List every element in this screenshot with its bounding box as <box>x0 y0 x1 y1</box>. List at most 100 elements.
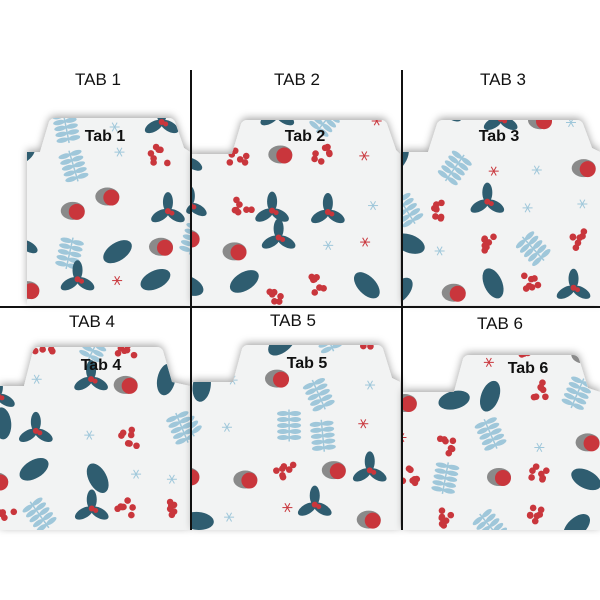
holly-icon <box>483 120 518 131</box>
fern-icon <box>431 462 460 494</box>
berries-icon <box>360 345 374 350</box>
snowflake-icon <box>131 469 142 479</box>
robin-icon <box>192 229 200 248</box>
berries-icon <box>114 497 136 519</box>
berries-icon <box>114 347 138 359</box>
fern-icon <box>437 150 472 186</box>
snowflake-icon <box>31 374 42 384</box>
berries-icon <box>166 498 178 519</box>
holly-icon <box>556 268 591 299</box>
fern-icon <box>27 118 36 143</box>
tab-label-3: Tab 3 <box>478 128 520 145</box>
tab-divider-card-5 <box>192 345 400 530</box>
berries-icon <box>231 196 255 216</box>
berries-icon <box>308 273 327 296</box>
robin-icon <box>192 467 200 486</box>
card-pattern <box>13 114 223 300</box>
snowflake-icon <box>224 512 235 522</box>
leaf-icon <box>268 345 296 356</box>
tab-divider-card-4 <box>0 337 190 530</box>
tab-label-5: Tab 5 <box>286 355 328 372</box>
berries-icon <box>431 199 445 222</box>
tab-label-6: Tab 6 <box>507 360 549 377</box>
leaf-icon <box>0 407 12 440</box>
fern-icon <box>58 149 89 183</box>
fern-icon <box>474 417 507 451</box>
snowflake-icon <box>109 122 120 132</box>
divider-line-horizontal <box>0 306 600 308</box>
holly-icon <box>297 485 332 516</box>
robin-icon <box>265 369 290 388</box>
berries-icon <box>521 272 542 292</box>
robin-icon <box>222 242 247 261</box>
snowflake-icon <box>221 120 232 130</box>
snowflake-icon <box>359 151 370 161</box>
robin-icon <box>528 120 553 130</box>
leaf-icon <box>563 514 591 530</box>
snowflake-icon <box>443 355 454 362</box>
holly-icon <box>260 120 295 126</box>
snowflake-icon <box>112 276 123 286</box>
berries-icon <box>569 228 588 252</box>
leaf-icon <box>103 240 132 264</box>
robin-icon <box>575 433 600 452</box>
leaf-icon <box>482 268 504 299</box>
holly-icon <box>470 182 505 213</box>
fern-icon <box>277 409 302 442</box>
snowflake-icon <box>13 207 23 216</box>
fern-icon <box>472 508 508 530</box>
leaf-icon <box>480 380 501 412</box>
robin-icon <box>571 159 596 178</box>
robin-icon <box>356 510 381 529</box>
leaf-icon <box>353 272 380 299</box>
snowflake-icon <box>565 120 576 128</box>
holly-icon <box>27 240 38 254</box>
robin-icon <box>95 187 120 206</box>
cell-title-tab-3: TAB 3 <box>480 70 526 89</box>
snowflake-icon <box>403 432 407 443</box>
leaf-icon <box>229 270 259 293</box>
berries-icon <box>118 426 140 450</box>
snowflake-icon <box>360 237 371 247</box>
holly-icon <box>255 191 289 222</box>
divider-line-vertical <box>401 70 403 530</box>
holly-icon <box>19 411 53 443</box>
berries-icon <box>528 463 550 483</box>
cell-title-tab-2: TAB 2 <box>274 70 320 89</box>
holly-icon <box>352 451 387 482</box>
snowflake-icon <box>365 380 376 390</box>
tab-divider-card-1 <box>13 114 223 305</box>
fern-icon <box>22 497 57 530</box>
fern-icon <box>166 411 190 445</box>
leaf-icon <box>192 274 204 296</box>
leaf-icon <box>19 458 49 481</box>
snowflake-icon <box>531 165 542 175</box>
snowflake-icon <box>180 337 190 346</box>
tab-label-1: Tab 1 <box>84 128 126 145</box>
fern-icon <box>192 410 202 441</box>
snowflake-icon <box>405 120 416 126</box>
tab-divider-card-2 <box>192 120 400 305</box>
cell-title-tab-4: TAB 4 <box>69 312 115 331</box>
snowflake-icon <box>488 166 499 176</box>
fern-icon <box>302 377 335 412</box>
berries-icon <box>438 507 455 529</box>
berries-icon <box>266 288 284 305</box>
robin-icon <box>199 114 223 132</box>
snowflake-icon <box>483 357 494 367</box>
robin-icon <box>403 394 417 413</box>
leaf-icon <box>192 511 214 530</box>
berries-icon <box>147 143 171 167</box>
holly-icon <box>192 157 203 171</box>
robin-icon <box>0 472 9 491</box>
robin-icon <box>113 375 138 394</box>
snowflake-icon <box>434 246 445 256</box>
robin-icon <box>321 461 346 480</box>
leaf-icon <box>438 390 470 410</box>
fern-icon <box>309 419 336 452</box>
cell-title-tab-6: TAB 6 <box>477 314 523 333</box>
snowflake-icon <box>522 203 533 213</box>
holly-icon <box>261 218 296 249</box>
berries-icon <box>31 347 56 355</box>
